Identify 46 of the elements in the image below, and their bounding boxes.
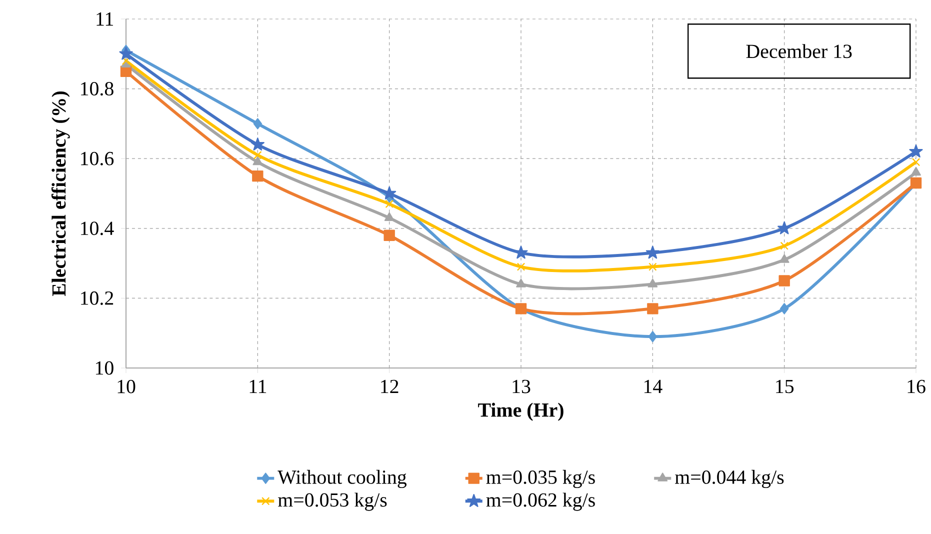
x-tick-label: 14	[644, 380, 662, 393]
point	[646, 246, 660, 259]
y-tick-label: 11	[96, 12, 113, 26]
y-tick-label: 10.4	[81, 222, 114, 236]
point	[778, 221, 792, 234]
x-tick-label: 13	[512, 380, 530, 394]
point	[909, 144, 923, 158]
point	[912, 158, 920, 166]
point	[778, 275, 790, 286]
annotation: December 13	[746, 44, 852, 58]
point	[252, 170, 264, 182]
y-tick-label: 10.2	[81, 291, 114, 305]
legend-label: Without cooling	[278, 470, 406, 488]
point	[911, 166, 921, 176]
legend-label: m=0.044 kg/s	[675, 470, 784, 488]
point	[254, 150, 262, 160]
point	[253, 118, 262, 130]
y-tick-label: 10	[96, 361, 114, 375]
point	[780, 303, 789, 314]
point	[119, 46, 133, 60]
point	[780, 242, 788, 250]
x-axis-title: Time (Hr)	[478, 402, 564, 421]
x-tick-label: 10	[118, 380, 136, 394]
point	[385, 200, 394, 208]
point	[384, 212, 394, 222]
point	[516, 278, 526, 288]
legend-label: m=0.053 kg/s	[278, 492, 387, 511]
point	[647, 303, 658, 314]
point	[250, 138, 264, 150]
point	[516, 262, 526, 271]
y-tick-label: 10.8	[81, 82, 114, 96]
point	[648, 330, 658, 342]
y-tick-label: 10.6	[81, 152, 114, 166]
y-axis-title: Electrical efficiency (%)	[51, 91, 70, 296]
x-tick-label: 15	[776, 380, 794, 394]
point	[252, 156, 263, 166]
legend-label: m=0.062 kg/s	[486, 492, 595, 511]
point	[648, 278, 658, 288]
point	[779, 254, 790, 263]
legend-label: m=0.035 kg/s	[486, 470, 595, 488]
point	[648, 262, 657, 271]
x-tick-label: 12	[381, 380, 398, 394]
point	[384, 230, 395, 241]
x-tick-label: 11	[250, 380, 266, 393]
x-tick-label: 16	[908, 380, 926, 394]
point	[382, 186, 396, 200]
